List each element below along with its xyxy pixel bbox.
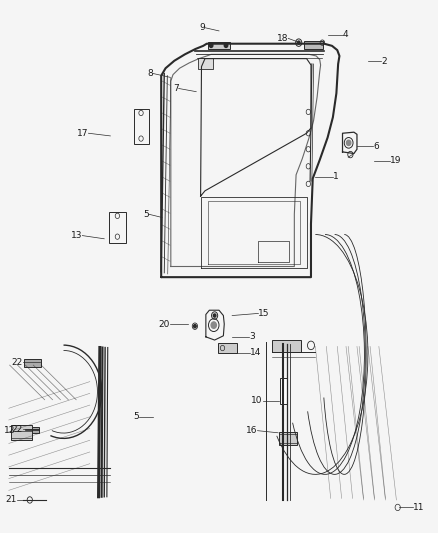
Text: 13: 13 — [71, 231, 82, 240]
Text: 7: 7 — [173, 84, 179, 93]
Circle shape — [213, 314, 216, 317]
Circle shape — [297, 41, 300, 44]
Text: 11: 11 — [413, 503, 424, 512]
Circle shape — [194, 325, 196, 328]
Text: 16: 16 — [246, 426, 258, 435]
FancyBboxPatch shape — [208, 42, 230, 49]
Circle shape — [209, 43, 213, 47]
Text: 20: 20 — [159, 320, 170, 328]
Text: 18: 18 — [277, 34, 288, 43]
FancyBboxPatch shape — [304, 41, 323, 49]
Text: 21: 21 — [5, 496, 17, 504]
Text: 5: 5 — [143, 210, 149, 219]
Text: 6: 6 — [373, 142, 379, 150]
Circle shape — [346, 140, 351, 146]
Text: 8: 8 — [148, 69, 153, 78]
Text: 17: 17 — [77, 129, 88, 138]
Text: 3: 3 — [249, 333, 254, 341]
Text: 10: 10 — [251, 397, 263, 405]
FancyBboxPatch shape — [198, 58, 213, 69]
Text: 5: 5 — [134, 413, 139, 421]
Text: 14: 14 — [250, 349, 261, 357]
FancyBboxPatch shape — [280, 378, 287, 404]
Circle shape — [211, 322, 216, 328]
Text: 9: 9 — [199, 23, 205, 32]
Text: 1: 1 — [333, 173, 339, 181]
Circle shape — [224, 43, 228, 47]
Text: 19: 19 — [390, 157, 401, 165]
Text: 22: 22 — [11, 425, 23, 433]
Text: 2: 2 — [381, 57, 387, 66]
FancyBboxPatch shape — [24, 359, 41, 367]
FancyBboxPatch shape — [272, 340, 301, 352]
Text: 15: 15 — [258, 309, 270, 318]
Text: 22: 22 — [11, 358, 23, 367]
Text: 4: 4 — [343, 30, 348, 39]
FancyBboxPatch shape — [26, 427, 39, 433]
FancyBboxPatch shape — [218, 343, 237, 353]
Text: 12: 12 — [4, 426, 15, 435]
FancyBboxPatch shape — [279, 432, 297, 445]
FancyBboxPatch shape — [11, 425, 32, 440]
